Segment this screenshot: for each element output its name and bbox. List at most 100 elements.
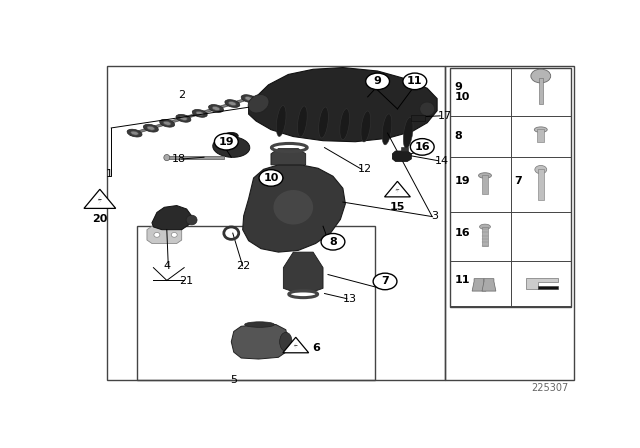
Text: 9: 9 (374, 76, 381, 86)
Ellipse shape (273, 190, 313, 224)
Circle shape (373, 273, 397, 290)
Ellipse shape (248, 95, 269, 113)
Circle shape (403, 73, 427, 90)
Circle shape (531, 69, 550, 83)
Text: 9: 9 (454, 82, 462, 92)
Ellipse shape (143, 124, 158, 132)
Bar (445, 66, 573, 380)
Ellipse shape (196, 112, 204, 115)
Bar (481, 175, 488, 194)
Polygon shape (129, 96, 253, 136)
Ellipse shape (298, 106, 307, 137)
Polygon shape (147, 226, 182, 244)
Ellipse shape (212, 107, 220, 110)
Circle shape (321, 233, 345, 250)
Polygon shape (152, 206, 191, 230)
Ellipse shape (403, 117, 413, 148)
Text: 11: 11 (407, 76, 422, 86)
Text: 12: 12 (358, 164, 372, 174)
Circle shape (535, 165, 547, 174)
Polygon shape (472, 279, 486, 291)
Text: 3: 3 (431, 211, 438, 221)
Text: 22: 22 (237, 261, 251, 271)
Text: 7: 7 (515, 176, 522, 186)
Ellipse shape (180, 116, 187, 120)
Bar (481, 227, 488, 246)
Ellipse shape (131, 131, 138, 135)
Polygon shape (283, 337, 308, 353)
Bar (167, 156, 224, 159)
Text: 10: 10 (454, 92, 470, 102)
Text: 7: 7 (381, 276, 389, 286)
Polygon shape (231, 324, 288, 359)
Polygon shape (392, 151, 412, 161)
Text: 8: 8 (454, 131, 462, 141)
Ellipse shape (154, 233, 160, 237)
Text: 13: 13 (343, 294, 357, 304)
Ellipse shape (245, 97, 252, 100)
Text: 16: 16 (415, 142, 430, 152)
Polygon shape (526, 278, 558, 289)
Ellipse shape (276, 106, 286, 137)
Ellipse shape (192, 109, 207, 117)
Bar (108, 66, 445, 380)
Ellipse shape (244, 322, 275, 327)
Ellipse shape (159, 119, 175, 127)
Ellipse shape (172, 233, 177, 237)
Circle shape (214, 134, 238, 150)
Circle shape (365, 73, 390, 90)
Text: 16: 16 (454, 228, 470, 238)
Ellipse shape (176, 114, 191, 122)
Polygon shape (482, 279, 496, 291)
Text: 19: 19 (454, 176, 470, 186)
Bar (538, 286, 558, 289)
Ellipse shape (340, 109, 349, 140)
Bar (538, 78, 543, 104)
Text: 225307: 225307 (531, 383, 568, 392)
Ellipse shape (147, 126, 155, 130)
Text: 17: 17 (438, 111, 452, 121)
Bar (412, 115, 425, 121)
Ellipse shape (164, 155, 170, 161)
Ellipse shape (479, 224, 490, 229)
Polygon shape (284, 252, 323, 292)
Ellipse shape (212, 137, 250, 157)
Polygon shape (294, 341, 298, 350)
Polygon shape (385, 181, 410, 197)
Circle shape (410, 138, 434, 155)
Polygon shape (249, 68, 437, 142)
Ellipse shape (163, 121, 171, 125)
Text: 15: 15 (390, 202, 405, 212)
Text: 4: 4 (163, 261, 170, 271)
Text: 8: 8 (329, 237, 337, 247)
Bar (401, 147, 408, 151)
Ellipse shape (127, 129, 142, 137)
Text: 2: 2 (178, 90, 185, 100)
Polygon shape (98, 194, 102, 205)
Ellipse shape (209, 104, 223, 112)
Polygon shape (271, 149, 306, 165)
Circle shape (259, 170, 283, 186)
Ellipse shape (479, 173, 492, 178)
Text: 6: 6 (312, 343, 320, 353)
Ellipse shape (280, 332, 292, 351)
Text: 1: 1 (106, 169, 113, 180)
Ellipse shape (228, 102, 236, 105)
Bar (538, 169, 544, 200)
Ellipse shape (241, 95, 256, 103)
Bar (449, 68, 571, 307)
Polygon shape (84, 190, 116, 208)
Ellipse shape (186, 215, 197, 225)
Ellipse shape (319, 107, 328, 138)
Text: 14: 14 (435, 156, 449, 166)
Bar (137, 226, 375, 380)
Text: 18: 18 (172, 154, 186, 164)
Text: 5: 5 (230, 375, 237, 385)
Ellipse shape (225, 99, 240, 108)
Ellipse shape (382, 114, 392, 145)
Ellipse shape (534, 127, 547, 133)
Text: 11: 11 (454, 275, 470, 285)
Ellipse shape (420, 102, 435, 116)
Bar (538, 129, 544, 142)
Text: 21: 21 (180, 276, 194, 286)
